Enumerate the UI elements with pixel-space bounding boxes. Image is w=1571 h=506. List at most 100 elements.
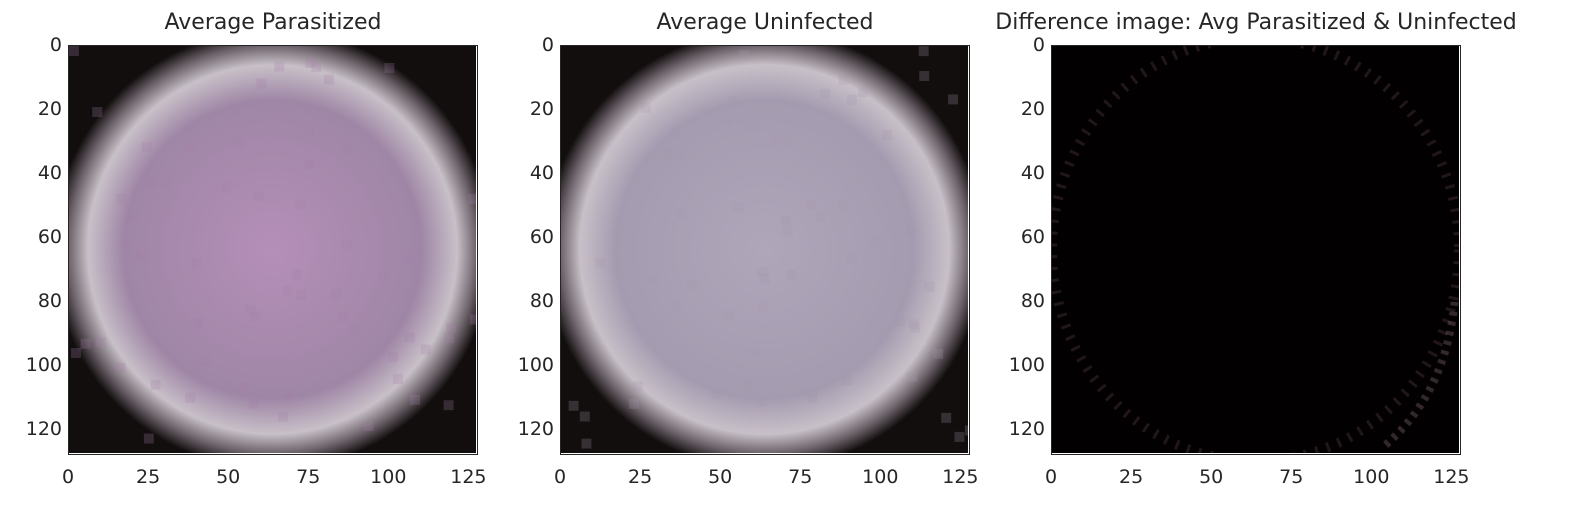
mean-cell-disk	[69, 46, 476, 453]
pixel-texture	[248, 398, 259, 409]
pixel-texture	[751, 347, 762, 358]
x-tick-label: 125	[1433, 466, 1470, 488]
panel-title: Average Uninfected	[656, 10, 874, 35]
pixel-texture	[282, 286, 293, 297]
pixel-texture	[311, 62, 322, 72]
pixel-texture	[392, 374, 403, 385]
x-tick-label: 125	[450, 466, 487, 488]
pixel-texture	[143, 433, 154, 444]
pixel-texture	[806, 200, 817, 211]
pixel-texture	[291, 269, 302, 280]
pixel-texture	[858, 87, 869, 98]
x-tick-label: 0	[61, 466, 75, 488]
x-tick-label: 0	[1044, 466, 1058, 488]
pixel-texture	[404, 332, 415, 343]
x-tick-label: 50	[708, 466, 733, 488]
pixel-texture	[420, 344, 431, 355]
pixel-texture	[331, 288, 342, 299]
pixel-texture	[95, 337, 106, 348]
x-tick-label: 125	[942, 466, 979, 488]
pixel-texture	[305, 57, 316, 68]
pixel-texture	[918, 46, 929, 57]
pixel-texture	[783, 136, 794, 147]
pixel-texture	[443, 400, 454, 411]
pixel-texture	[674, 148, 685, 159]
x-tick-label: 50	[1199, 466, 1224, 488]
pixel-texture	[303, 127, 314, 138]
pixel-texture	[274, 61, 285, 72]
pixel-texture	[116, 193, 127, 204]
pixel-texture	[145, 176, 156, 187]
difference-background	[1052, 46, 1459, 453]
pixel-texture	[295, 199, 306, 210]
pixel-texture	[221, 182, 232, 193]
y-tick-label: 80	[37, 290, 62, 313]
y-tick-label: 20	[1020, 98, 1045, 121]
image-svg	[69, 46, 476, 453]
pixel-texture	[780, 215, 791, 226]
image-svg	[561, 46, 968, 453]
pixel-texture	[842, 375, 853, 386]
pixel-texture	[410, 394, 421, 405]
pixel-texture	[772, 134, 783, 145]
pixel-texture	[92, 107, 103, 117]
y-tick-label: 60	[1020, 226, 1045, 249]
pixel-texture	[895, 316, 906, 327]
pixel-texture	[756, 396, 767, 406]
pixel-texture	[141, 141, 152, 152]
pixel-texture	[782, 226, 793, 237]
pixel-texture	[444, 333, 455, 344]
panel-title: Average Parasitized	[164, 10, 382, 35]
x-tick-label: 100	[1353, 466, 1390, 488]
y-tick-label: 120	[517, 418, 554, 441]
x-tick-label: 100	[862, 466, 899, 488]
y-tick-label: 20	[37, 98, 62, 121]
pixel-texture	[711, 389, 722, 400]
pixel-texture	[350, 324, 361, 335]
x-tick-label: 25	[627, 466, 653, 488]
pixel-texture	[933, 348, 944, 359]
y-tick-label: 80	[529, 290, 554, 313]
pixel-texture	[80, 338, 91, 349]
pixel-texture	[727, 96, 738, 107]
pixel-texture	[919, 71, 930, 81]
pixel-texture	[363, 420, 374, 431]
pixel-texture	[786, 270, 797, 281]
pixel-texture	[640, 102, 651, 113]
pixel-texture	[882, 130, 892, 141]
pixel-texture	[278, 411, 289, 422]
y-tick-label: 0	[541, 34, 554, 56]
mean-cell-disk	[561, 46, 968, 453]
pixel-texture	[748, 117, 759, 128]
pixel-texture	[905, 225, 915, 236]
pixel-texture	[184, 141, 195, 152]
pixel-texture	[856, 159, 867, 170]
y-tick-label: 100	[1008, 354, 1045, 377]
y-tick-label: 60	[529, 226, 554, 249]
x-tick-label: 25	[1118, 466, 1144, 488]
y-tick-label: 40	[37, 162, 62, 185]
y-tick-label: 0	[49, 34, 62, 56]
y-tick-label: 60	[37, 226, 62, 249]
image-panel	[560, 45, 970, 455]
pixel-texture	[806, 388, 817, 399]
y-tick-label: 120	[25, 418, 62, 441]
pixel-texture	[446, 323, 457, 334]
pixel-texture	[200, 355, 211, 366]
pixel-texture	[910, 322, 921, 333]
pixel-texture	[304, 159, 315, 170]
pixel-texture	[884, 220, 895, 231]
pixel-texture	[924, 281, 935, 292]
pixel-texture	[388, 352, 399, 363]
image-svg	[1052, 46, 1459, 453]
pixel-texture	[579, 411, 590, 422]
y-tick-label: 80	[1020, 290, 1045, 313]
pixel-texture	[185, 392, 196, 403]
pixel-texture	[739, 50, 750, 61]
pixel-texture	[722, 115, 732, 125]
pixel-texture	[342, 239, 352, 249]
pixel-texture	[69, 46, 79, 56]
pixel-texture	[127, 211, 137, 222]
pixel-texture	[846, 253, 857, 264]
difference-arc	[1383, 297, 1459, 448]
